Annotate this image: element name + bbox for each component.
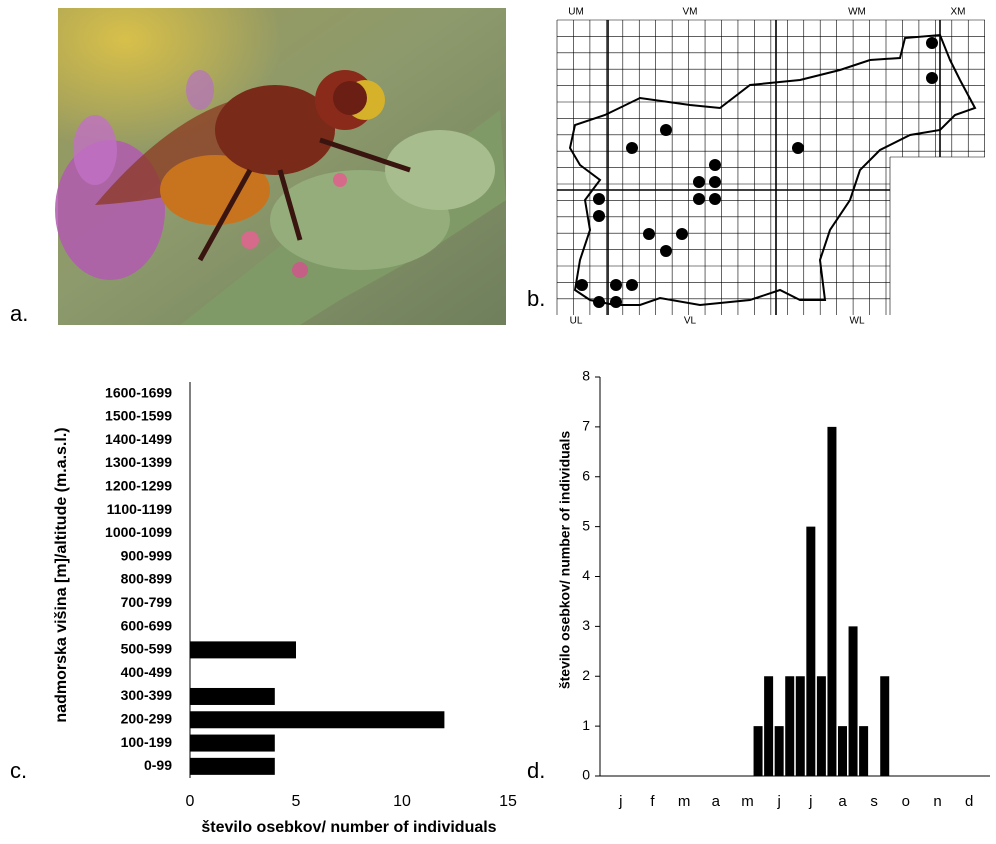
map-label: VM	[683, 7, 698, 18]
x-tick-label: a	[838, 793, 847, 810]
distribution-map	[556, 19, 986, 315]
x-tick-label: j	[618, 793, 622, 810]
y-tick-label: 300-399	[121, 687, 173, 703]
map-label: WL	[850, 316, 865, 327]
y-tick-label: 2	[582, 667, 590, 683]
y-tick-label: 1400-1499	[105, 431, 172, 447]
panel-label: a.	[10, 301, 28, 326]
x-tick-label: j	[776, 793, 780, 810]
y-tick-label: 1300-1399	[105, 454, 172, 470]
y-tick-label: 100-199	[121, 734, 173, 750]
bar	[190, 687, 275, 705]
bar	[880, 676, 890, 776]
x-tick-label: m	[741, 793, 754, 810]
photo	[55, 8, 506, 325]
x-tick-label: f	[650, 793, 655, 810]
y-tick-label: 700-799	[121, 594, 173, 610]
y-tick-label: 800-899	[121, 571, 173, 587]
bar	[859, 726, 869, 776]
y-axis-title: nadmorska višina [m]/altitude (m.a.s.l.)	[53, 427, 70, 722]
y-tick-label: 600-699	[121, 617, 173, 633]
x-tick-label: s	[870, 793, 878, 810]
bar	[190, 757, 275, 775]
y-tick-label: 4	[582, 567, 590, 583]
bar	[795, 676, 805, 776]
y-tick-label: 1	[582, 717, 590, 733]
y-tick-label: 900-999	[121, 547, 173, 563]
panel-label: c.	[10, 758, 27, 783]
bar	[753, 726, 763, 776]
y-tick-label: 1600-1699	[105, 384, 172, 400]
y-tick-label: 7	[582, 418, 590, 434]
bar	[785, 676, 795, 776]
bar	[827, 426, 837, 776]
panel-label: b.	[527, 286, 545, 311]
x-tick-label: 0	[186, 793, 195, 810]
bar	[774, 726, 784, 776]
map-label: UM	[568, 7, 584, 18]
y-tick-label: 200-299	[121, 710, 173, 726]
map-label: XM	[951, 7, 966, 18]
x-tick-label: j	[808, 793, 812, 810]
record-dots	[576, 37, 938, 308]
x-tick-label: 5	[292, 793, 301, 810]
y-tick-label: 0-99	[144, 757, 172, 773]
bar	[190, 711, 445, 729]
bar	[806, 526, 816, 776]
y-tick-label: 1500-1599	[105, 408, 172, 424]
x-tick-label: o	[902, 793, 910, 810]
x-tick-label: 10	[393, 793, 411, 810]
panel-label: d.	[527, 758, 545, 783]
bar	[764, 676, 774, 776]
map-label: WM	[848, 7, 866, 18]
y-tick-label: 0	[582, 767, 590, 783]
bar	[838, 726, 847, 776]
bar	[190, 641, 296, 659]
bar	[190, 734, 275, 752]
y-tick-label: 1100-1199	[107, 501, 173, 517]
y-tick-label: 1200-1299	[105, 478, 172, 494]
x-tick-label: n	[933, 793, 941, 810]
map-label: VL	[684, 316, 697, 327]
y-tick-label: 400-499	[121, 664, 173, 680]
bar	[848, 626, 858, 776]
x-axis-title: število osebkov/ number of individuals	[201, 819, 496, 836]
y-tick-label: 6	[582, 467, 590, 483]
x-tick-label: 15	[499, 793, 517, 810]
y-tick-label: 1000-1099	[105, 524, 172, 540]
y-tick-label: 8	[582, 368, 590, 384]
map-label: UL	[570, 316, 583, 327]
x-tick-label: m	[678, 793, 691, 810]
bar	[816, 676, 826, 776]
x-tick-label: a	[712, 793, 721, 810]
y-tick-label: 3	[582, 617, 590, 633]
y-axis-title: število osebkov/ number of individuals	[557, 431, 573, 689]
y-tick-label: 500-599	[121, 641, 173, 657]
x-tick-label: d	[965, 793, 973, 810]
y-tick-label: 5	[582, 517, 590, 533]
